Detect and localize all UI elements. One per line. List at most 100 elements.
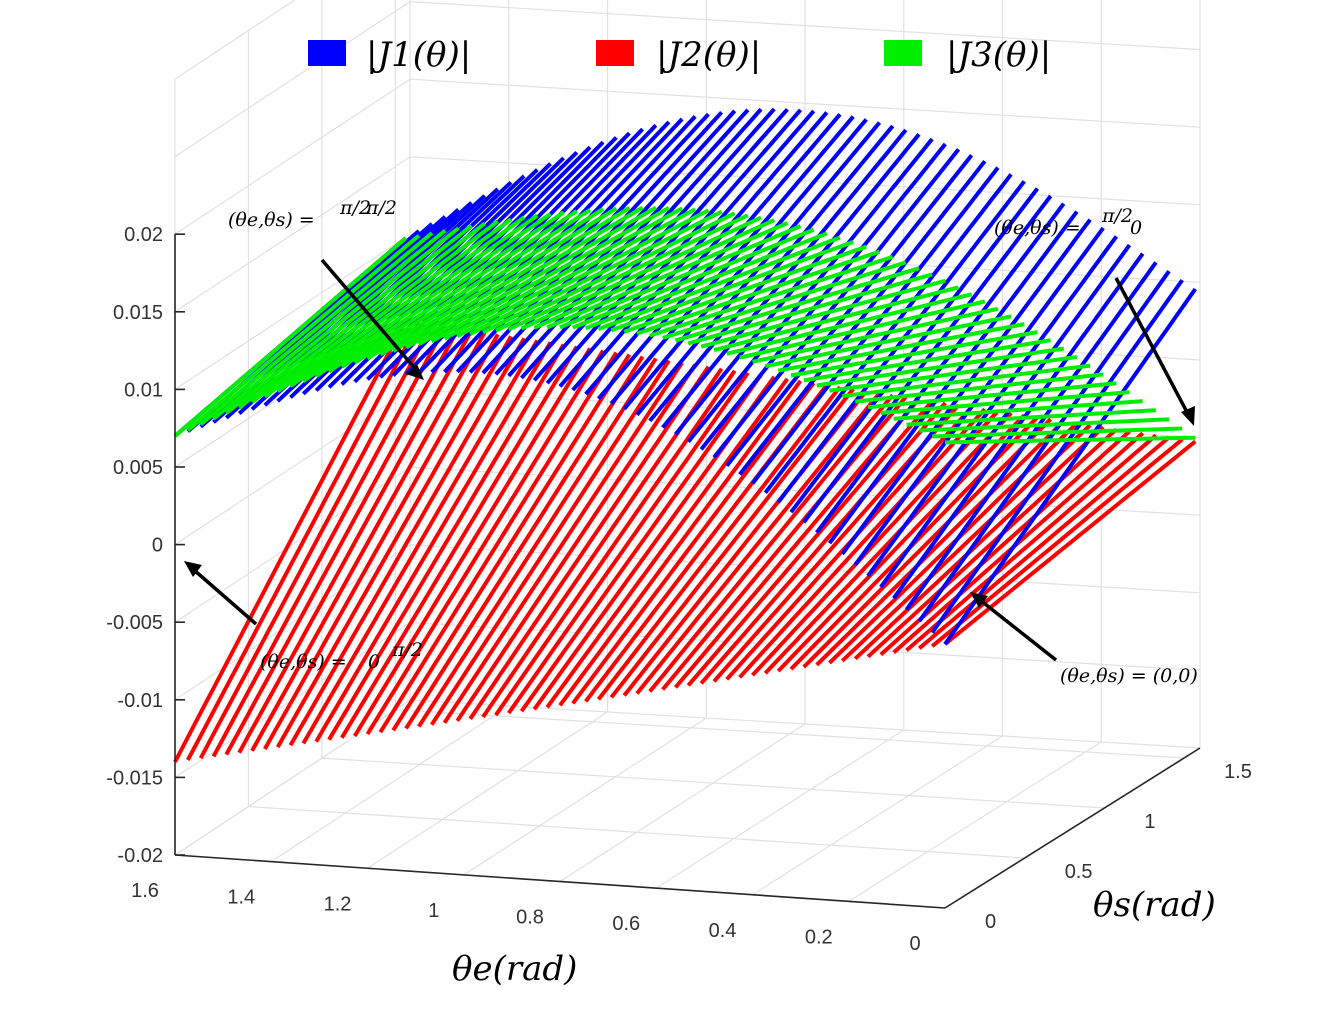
surface-mesh-line: [430, 206, 670, 344]
surface-mesh-line: [340, 209, 578, 369]
surface-mesh-line: [943, 439, 1197, 646]
surface-mesh-line: [263, 219, 500, 399]
annotation-frac-num: π/2: [391, 639, 423, 661]
y-axis-label: θs(rad): [1093, 885, 1216, 925]
surface-mesh-line: [932, 426, 1183, 439]
legend-swatch-j3: [884, 40, 922, 66]
surface-mesh-line: [764, 314, 1012, 369]
surface-mesh-line: [930, 437, 1184, 648]
x-tick-label: 1.4: [227, 887, 255, 909]
x-tick-label: 0.2: [805, 926, 833, 948]
annotation-text: (θe,θs) =: [994, 217, 1081, 239]
surface-mesh-line: [520, 215, 762, 331]
annotation-text: (θe,θs) = (0,0): [1060, 665, 1198, 687]
legend-swatch-j2: [596, 40, 634, 66]
surface-mesh-line: [777, 322, 1025, 373]
surface-mesh-line: [917, 270, 1171, 623]
surface-mesh-line: [893, 399, 1143, 421]
x-tick-label: 0.8: [516, 907, 544, 929]
surface-mesh-line: [468, 365, 711, 721]
annotation-arrow: [320, 258, 420, 374]
surface-mesh-line: [816, 346, 1065, 388]
surface-mesh-line: [198, 323, 434, 760]
surface-mesh-line: [905, 433, 1158, 652]
legend-label-j3: |J3(θ)|: [946, 35, 1051, 75]
surface-mesh-line: [699, 401, 947, 685]
legend-swatch-j1: [308, 40, 346, 66]
surface-mesh-line: [636, 249, 881, 336]
surface-mesh-line: [789, 187, 1039, 514]
surface-mesh-line: [584, 111, 829, 396]
surface-mesh-line: [726, 292, 973, 356]
surface-mesh-line: [763, 411, 1013, 675]
surface-mesh-line: [288, 337, 526, 747]
surface-mesh-line: [713, 285, 959, 353]
surface-mesh-line: [596, 385, 842, 701]
surface-mesh-line: [815, 419, 1066, 667]
surface-mesh-line: [340, 345, 579, 739]
arrowhead: [184, 561, 202, 577]
tick-labels: 0.02 0.015 0.01 0.005 0 -0.005 -0.01 -0.015 -0.0…: [106, 224, 1252, 955]
surface-mesh-line: [829, 355, 1078, 393]
surface-mesh-line: [237, 329, 474, 754]
surface-mesh-line: [353, 208, 592, 365]
surface-mesh-line: [315, 212, 552, 378]
surface-mesh-line: [558, 379, 803, 707]
surface-mesh-line: [559, 224, 802, 330]
annotation-frac-num: 0: [1130, 217, 1142, 239]
surface-mesh-line: [507, 371, 750, 715]
grid-line: [752, 735, 1003, 896]
surface-mesh-line: [275, 335, 513, 749]
surface-mesh-line: [686, 399, 934, 687]
surface-mesh-line: [365, 349, 605, 736]
grid-line: [174, 0, 1201, 158]
annotation-arrow: [978, 598, 1058, 662]
surface-mesh-line: [366, 207, 605, 361]
surface-mesh-line: [738, 159, 987, 476]
surface-mesh-line: [456, 207, 697, 338]
surface-mesh-line: [442, 361, 684, 724]
annotation-frac-num: π/2: [365, 197, 397, 219]
surface-mesh-line: [827, 210, 1079, 545]
x-tick-label: 0.6: [612, 913, 640, 935]
surface-mesh-line: [904, 261, 1158, 611]
surface-mesh-line: [776, 413, 1026, 673]
surface-mesh-line: [623, 244, 867, 334]
grid-line: [174, 0, 296, 80]
surface-mesh-line: [930, 278, 1184, 634]
surface-mesh-line: [866, 235, 1119, 578]
surface-mesh-line: [546, 221, 789, 330]
surface-mesh-line: [533, 218, 776, 330]
x-axis-label: θe(rad): [452, 949, 577, 989]
surface-mesh-line: [649, 254, 894, 338]
annotation-pi2-0: (θe,θs) = π/2 0: [994, 205, 1195, 426]
surface-mesh-line: [494, 369, 737, 717]
surface-mesh-line: [211, 325, 447, 758]
grid-line: [270, 705, 510, 863]
grid-line: [174, 78, 1201, 235]
z-tick-label: 0.005: [113, 457, 163, 479]
surface-mesh-line: [430, 359, 671, 726]
surface-mesh-line: [853, 425, 1105, 661]
surface-mesh-line: [302, 213, 539, 383]
surfaces: [173, 107, 1197, 763]
surface-mesh-line: [250, 331, 487, 752]
surface-mesh-line: [276, 217, 513, 394]
y-tick-label: 0: [985, 911, 996, 933]
surface-mesh-line: [840, 218, 1092, 556]
z-tick-label: -0.01: [117, 690, 163, 712]
grid-line: [321, 757, 1105, 809]
annotation-frac-num: 0: [368, 651, 380, 673]
surface-mesh-line: [417, 205, 657, 347]
surface-mesh-line: [944, 435, 1196, 445]
surface-mesh-line: [609, 387, 855, 699]
surface-mesh-line: [673, 133, 921, 436]
surface-mesh-line: [173, 319, 408, 763]
surface-mesh-line: [314, 341, 553, 743]
surface-mesh-line: [482, 209, 723, 335]
surface-mesh-line: [289, 215, 526, 388]
z-tick-label: 0: [152, 535, 163, 557]
legend-label-j2: |J2(θ)|: [656, 35, 761, 75]
surface-mesh-line: [739, 299, 986, 360]
